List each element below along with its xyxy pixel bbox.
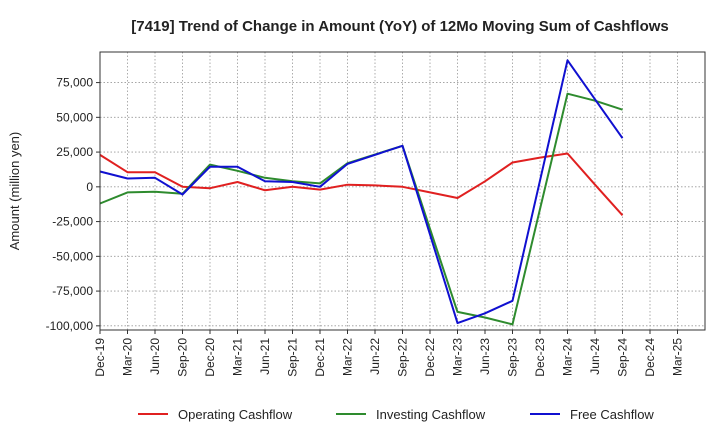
y-tick-label: 0 bbox=[86, 180, 93, 194]
y-axis-ticks: 75,000 50,000 25,000 0 -25,000 -50,000 -75,000… bbox=[46, 76, 100, 333]
plot-frame bbox=[99, 51, 706, 331]
x-tick-label: Sep-21 bbox=[286, 338, 300, 377]
y-axis-label: Amount (million yen) bbox=[7, 132, 22, 251]
x-tick-label: Sep-23 bbox=[506, 338, 520, 377]
operating-cashflow-line bbox=[99, 152, 624, 216]
legend-item-operating-cashflow[interactable]: Operating Cashflow bbox=[138, 407, 293, 422]
x-tick-label: Dec-22 bbox=[423, 338, 437, 377]
y-tick-label: 50,000 bbox=[56, 110, 93, 124]
x-tick-label: Sep-20 bbox=[176, 338, 190, 377]
grid-layer bbox=[100, 52, 705, 330]
chart-title: [7419] Trend of Change in Amount (YoY) o… bbox=[131, 18, 669, 35]
x-tick-label: Mar-23 bbox=[451, 338, 465, 376]
x-tick-label: Jun-21 bbox=[258, 338, 272, 375]
x-tick-label: Dec-24 bbox=[643, 338, 657, 377]
y-tick-label: -25,000 bbox=[52, 215, 93, 229]
y-tick-label: 75,000 bbox=[56, 76, 93, 90]
free-cashflow-line bbox=[99, 59, 624, 325]
x-tick-label: Dec-23 bbox=[533, 338, 547, 377]
x-tick-label: Mar-20 bbox=[121, 338, 135, 376]
y-tick-label: -100,000 bbox=[46, 319, 94, 333]
legend-item-free-cashflow[interactable]: Free Cashflow bbox=[530, 407, 654, 422]
x-tick-label: Sep-24 bbox=[616, 338, 630, 377]
y-tick-label: -50,000 bbox=[52, 249, 93, 263]
x-tick-label: Mar-24 bbox=[561, 338, 575, 376]
y-tick-label: -75,000 bbox=[52, 284, 93, 298]
y-tick-label: 25,000 bbox=[56, 145, 93, 159]
series-layer bbox=[99, 59, 624, 326]
legend[interactable]: Operating Cashflow Investing Cashflow Free… bbox=[138, 407, 654, 422]
legend-item-investing-cashflow[interactable]: Investing Cashflow bbox=[336, 407, 486, 422]
legend-label: Operating Cashflow bbox=[178, 407, 293, 422]
x-tick-label: Sep-22 bbox=[396, 338, 410, 377]
x-tick-label: Dec-21 bbox=[313, 338, 327, 377]
x-tick-label: Dec-19 bbox=[93, 338, 107, 377]
x-tick-label: Jun-20 bbox=[148, 338, 162, 375]
x-tick-label: Mar-21 bbox=[231, 338, 245, 376]
legend-label: Investing Cashflow bbox=[376, 407, 486, 422]
x-tick-label: Jun-23 bbox=[478, 338, 492, 375]
x-tick-label: Jun-24 bbox=[588, 338, 602, 375]
x-tick-label: Mar-22 bbox=[341, 338, 355, 376]
x-axis-ticks: Dec-19 Mar-20 Jun-20 Sep-20 Dec-20 Mar-21 Jun-… bbox=[93, 330, 685, 377]
x-tick-label: Dec-20 bbox=[203, 338, 217, 377]
x-tick-label: Jun-22 bbox=[368, 338, 382, 375]
x-tick-label: Mar-25 bbox=[671, 338, 685, 376]
legend-label: Free Cashflow bbox=[570, 407, 654, 422]
investing-cashflow-line bbox=[99, 92, 623, 326]
